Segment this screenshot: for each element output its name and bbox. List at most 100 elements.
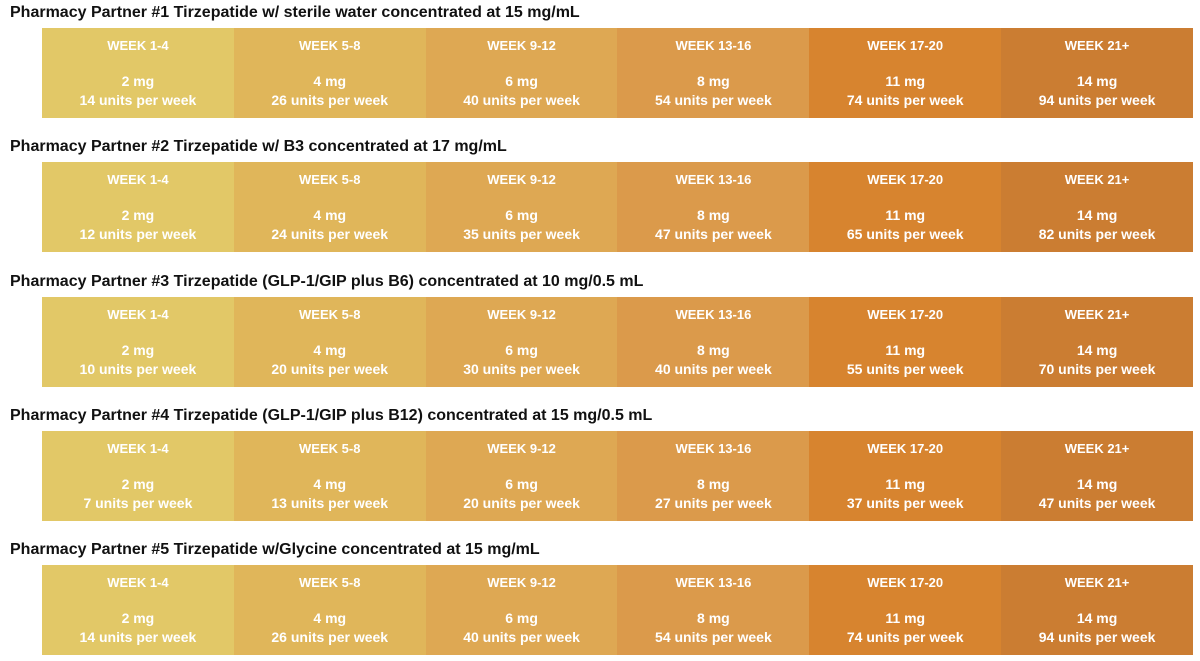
week-label: WEEK 21+: [1064, 306, 1130, 322]
dosage-cell: WEEK 13-16 8 mg 47 units per week: [617, 162, 810, 253]
week-label: WEEK 5-8: [299, 440, 361, 456]
units-label: 26 units per week: [271, 92, 389, 108]
week-label: WEEK 1-4: [107, 172, 169, 188]
dose-label: 14 mg: [1076, 610, 1118, 627]
section-title: Pharmacy Partner #2 Tirzepatide w/ B3 co…: [10, 138, 507, 156]
units-label: 24 units per week: [271, 226, 389, 243]
week-label: WEEK 17-20: [867, 172, 944, 188]
dose-label: 2 mg: [121, 207, 155, 224]
week-label: WEEK 17-20: [867, 575, 944, 591]
units-label: 13 units per week: [271, 494, 389, 511]
dosage-cell: WEEK 21+ 14 mg 70 units per week: [1001, 296, 1193, 387]
units-label: 94 units per week: [1038, 629, 1156, 646]
units-label: 65 units per week: [846, 226, 964, 243]
dose-label: 4 mg: [313, 610, 347, 627]
units-label: 10 units per week: [79, 360, 197, 377]
dosage-cell: WEEK 13-16 8 mg 54 units per week: [617, 565, 810, 656]
week-label: WEEK 5-8: [299, 575, 361, 591]
units-label: 54 units per week: [655, 629, 772, 646]
week-label: WEEK 21+: [1064, 172, 1130, 188]
dose-label: 4 mg: [313, 207, 347, 224]
week-label: WEEK 9-12: [487, 306, 556, 322]
section-title: Pharmacy Partner #5 Tirzepatide w/Glycin…: [10, 541, 540, 559]
dosage-cell: WEEK 5-8 4 mg 13 units per week: [233, 430, 426, 521]
dose-label: 8 mg: [697, 341, 730, 358]
week-label: WEEK 13-16: [675, 575, 752, 591]
units-label: 40 units per week: [655, 360, 772, 377]
units-label: 20 units per week: [271, 360, 389, 377]
week-label: WEEK 21+: [1064, 38, 1130, 53]
section-title: Pharmacy Partner #1 Tirzepatide w/ steri…: [10, 4, 580, 21]
week-label: WEEK 13-16: [675, 172, 752, 188]
dose-label: 4 mg: [313, 341, 347, 358]
dosage-cell: WEEK 17-20 11 mg 37 units per week: [809, 430, 1002, 521]
dosage-cell: WEEK 9-12 6 mg 40 units per week: [425, 565, 618, 656]
dose-label: 14 mg: [1076, 341, 1118, 358]
dosage-cell: WEEK 21+ 14 mg 94 units per week: [1001, 565, 1193, 656]
dosage-bar: WEEK 1-4 2 mg 7 units per week WEEK 5-8 4 mg…: [42, 430, 1193, 521]
units-label: 14 units per week: [79, 629, 197, 646]
units-label: 47 units per week: [1038, 494, 1156, 511]
dose-label: 14 mg: [1076, 475, 1118, 492]
week-label: WEEK 9-12: [487, 440, 556, 456]
units-label: 7 units per week: [83, 494, 193, 511]
week-label: WEEK 9-12: [487, 172, 556, 188]
section-title: Pharmacy Partner #4 Tirzepatide (GLP-1/G…: [10, 406, 653, 424]
units-label: 55 units per week: [846, 360, 964, 377]
units-label: 14 units per week: [79, 92, 197, 108]
dose-label: 2 mg: [121, 341, 155, 358]
dosage-cell: WEEK 1-4 2 mg 7 units per week: [42, 430, 234, 521]
dosage-cell: WEEK 17-20 11 mg 65 units per week: [809, 162, 1002, 253]
dosage-bar: WEEK 1-4 2 mg 14 units per week WEEK 5-8 4 m…: [42, 565, 1193, 656]
units-label: 20 units per week: [463, 494, 580, 511]
dose-label: 2 mg: [121, 475, 155, 492]
section-title: Pharmacy Partner #3 Tirzepatide (GLP-1/G…: [10, 272, 644, 290]
dose-label: 6 mg: [505, 207, 538, 224]
week-label: WEEK 1-4: [107, 306, 169, 322]
dosage-cell: WEEK 1-4 2 mg 14 units per week: [42, 28, 234, 118]
dosage-cell: WEEK 9-12 6 mg 40 units per week: [425, 28, 618, 118]
week-label: WEEK 1-4: [107, 38, 169, 53]
dose-label: 6 mg: [505, 475, 538, 492]
week-label: WEEK 9-12: [487, 38, 556, 53]
units-label: 26 units per week: [271, 629, 389, 646]
week-label: WEEK 5-8: [299, 38, 361, 53]
dose-label: 8 mg: [697, 73, 730, 89]
dose-label: 4 mg: [313, 475, 347, 492]
units-label: 94 units per week: [1038, 92, 1156, 108]
units-label: 74 units per week: [846, 629, 964, 646]
dose-label: 8 mg: [697, 610, 730, 627]
units-label: 27 units per week: [655, 494, 772, 511]
dosage-cell: WEEK 1-4 2 mg 12 units per week: [42, 162, 234, 253]
dose-label: 8 mg: [697, 475, 730, 492]
dosage-cell: WEEK 5-8 4 mg 26 units per week: [233, 565, 426, 656]
dosage-cell: WEEK 5-8 4 mg 20 units per week: [233, 296, 426, 387]
dosage-cell: WEEK 5-8 4 mg 26 units per week: [233, 28, 426, 118]
week-label: WEEK 1-4: [107, 440, 169, 456]
dosage-cell: WEEK 17-20 11 mg 55 units per week: [809, 296, 1002, 387]
dose-label: 11 mg: [885, 207, 926, 224]
dose-label: 11 mg: [885, 610, 926, 627]
week-label: WEEK 17-20: [867, 440, 944, 456]
dosage-cell: WEEK 1-4 2 mg 10 units per week: [42, 296, 234, 387]
dosage-cell: WEEK 13-16 8 mg 40 units per week: [617, 296, 810, 387]
dose-label: 2 mg: [121, 73, 155, 89]
dosage-cell: WEEK 21+ 14 mg 47 units per week: [1001, 430, 1193, 521]
dosage-cell: WEEK 13-16 8 mg 54 units per week: [617, 28, 810, 118]
week-label: WEEK 13-16: [675, 306, 752, 322]
week-label: WEEK 9-12: [487, 575, 556, 591]
dosage-cell: WEEK 21+ 14 mg 94 units per week: [1001, 28, 1193, 118]
dose-label: 4 mg: [313, 73, 347, 89]
week-label: WEEK 21+: [1064, 575, 1130, 591]
units-label: 35 units per week: [463, 226, 580, 243]
units-label: 74 units per week: [846, 92, 964, 108]
dosage-cell: WEEK 9-12 6 mg 30 units per week: [425, 296, 618, 387]
dose-label: 6 mg: [505, 73, 538, 89]
units-label: 70 units per week: [1038, 360, 1156, 377]
dosage-cell: WEEK 1-4 2 mg 14 units per week: [42, 565, 234, 656]
dose-label: 11 mg: [885, 73, 926, 89]
units-label: 40 units per week: [463, 92, 580, 108]
dosage-cell: WEEK 9-12 6 mg 20 units per week: [425, 430, 618, 521]
dosage-bar: WEEK 1-4 2 mg 12 units per week WEEK 5-8 4 m…: [42, 162, 1193, 253]
